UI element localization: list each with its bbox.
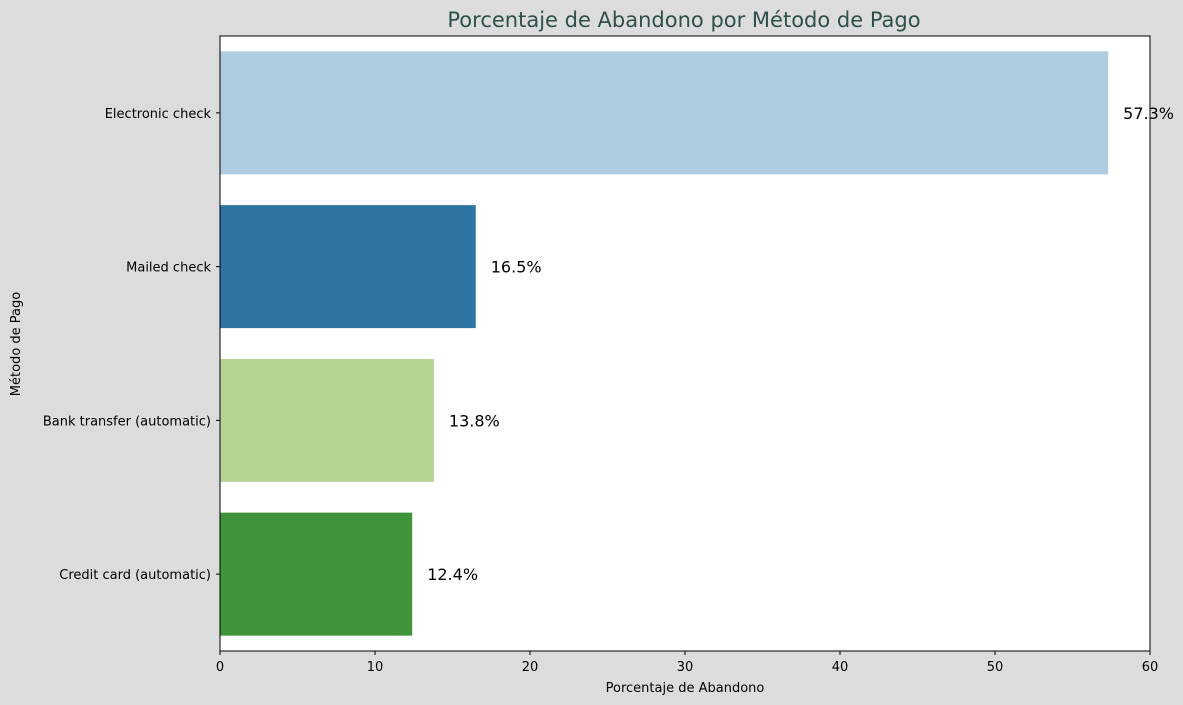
x-tick-label: 40 (832, 660, 849, 675)
bar-1 (220, 205, 476, 329)
y-axis-ticks: Electronic check Mailed check Bank transfe… (43, 107, 220, 583)
plot-frame (219, 35, 1151, 652)
bar-value-label: 16.5% (491, 258, 542, 277)
x-tick-label: 30 (677, 660, 694, 675)
y-axis-label: Método de Pago (9, 292, 24, 396)
bars-layer: 57.3% 16.5% 13.8% 12.4% (220, 51, 1174, 636)
x-tick-label: 60 (1142, 660, 1159, 675)
x-tick-label: 20 (522, 660, 539, 675)
y-tick-label: Electronic check (105, 107, 212, 122)
bar-value-label: 12.4% (427, 565, 478, 584)
y-tick-label: Mailed check (126, 261, 211, 276)
x-tick-label: 10 (367, 660, 384, 675)
x-axis-ticks: 0 10 20 30 40 50 60 (216, 651, 1158, 675)
y-tick-label: Credit card (automatic) (59, 568, 211, 583)
y-tick-label: Bank transfer (automatic) (43, 414, 211, 429)
bar-value-label: 57.3% (1123, 104, 1174, 123)
x-axis-label: Porcentaje de Abandono (606, 681, 765, 696)
bar-2 (220, 358, 434, 482)
bar-0 (220, 51, 1109, 175)
chart-title: Porcentaje de Abandono por Método de Pag… (447, 8, 920, 32)
x-tick-label: 0 (216, 660, 224, 675)
bar-value-label: 13.8% (449, 411, 500, 430)
bar-3 (220, 512, 413, 636)
x-tick-label: 50 (987, 660, 1004, 675)
